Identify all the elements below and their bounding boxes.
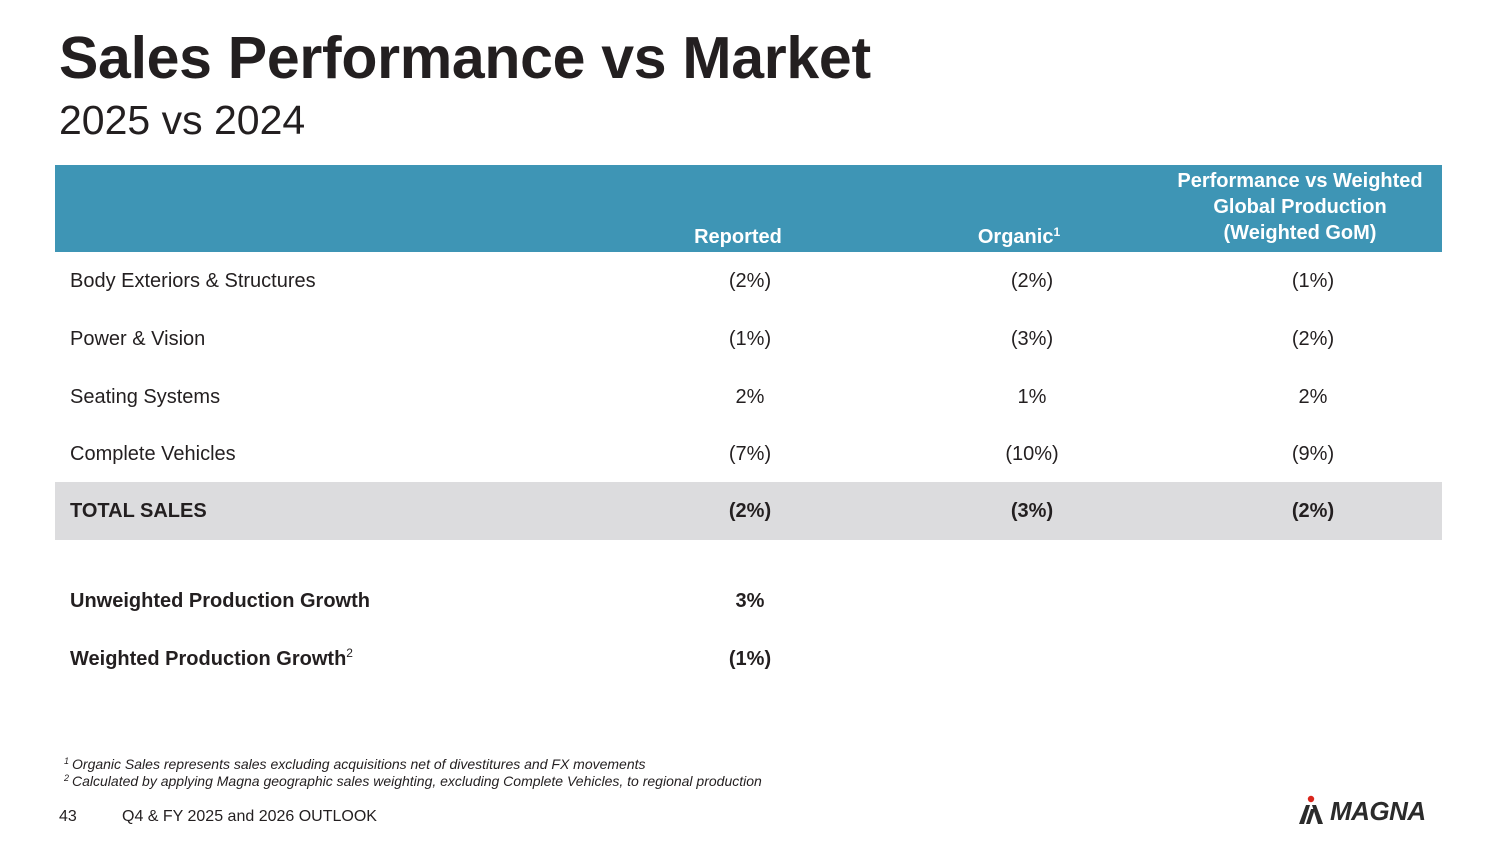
performance-value: 2%	[1298, 386, 1328, 408]
page-title: Sales Performance vs Market	[59, 25, 871, 91]
footnote-text: Calculated by applying Magna geographic …	[72, 773, 762, 789]
performance-value: (1%)	[1291, 270, 1335, 292]
reported-value: (1%)	[728, 328, 772, 350]
column-header-reported: Reported	[694, 226, 782, 248]
performance-value: (9%)	[1291, 443, 1335, 465]
total-reported-value: (2%)	[728, 500, 772, 522]
footnote-marker: 1	[64, 756, 70, 766]
table-row: Seating Systems 2% 1% 2%	[55, 386, 1442, 412]
reported-value: (2%)	[728, 270, 772, 292]
total-performance-value: (2%)	[1291, 500, 1335, 522]
row-label: Seating Systems	[70, 386, 221, 408]
page-number: 43	[59, 808, 77, 825]
footnote-marker: 2	[346, 646, 353, 660]
column-header-organic: Organic1	[939, 224, 1099, 250]
column-header-performance-line1: Performance vs Weighted	[1177, 170, 1423, 192]
production-row: Weighted Production Growth2 (1%)	[55, 646, 1442, 674]
page-subtitle: 2025 vs 2024	[59, 97, 306, 143]
production-label: Weighted Production Growth2	[70, 646, 353, 671]
column-header-organic-label: Organic	[977, 226, 1054, 248]
row-label: Complete Vehicles	[70, 443, 236, 465]
production-label-text: Unweighted Production Growth	[70, 590, 370, 612]
magna-logo: MAGNA	[1298, 795, 1443, 827]
footnote-marker: 2	[64, 773, 70, 783]
production-value: (1%)	[728, 648, 772, 670]
table-header: Reported Organic1 Performance vs Weighte…	[55, 165, 1442, 252]
production-label: Unweighted Production Growth	[70, 590, 370, 613]
table-row: Complete Vehicles (7%) (10%) (9%)	[55, 443, 1442, 469]
footnotes: 1 Organic Sales represents sales excludin…	[64, 756, 762, 790]
footnote-2: 2 Calculated by applying Magna geographic…	[64, 773, 762, 790]
table-row: Power & Vision (1%) (3%) (2%)	[55, 328, 1442, 354]
magna-logo-text: MAGNA	[1330, 796, 1426, 826]
production-row: Unweighted Production Growth 3%	[55, 590, 1442, 616]
footnote-1: 1 Organic Sales represents sales excludin…	[64, 756, 762, 773]
total-label: TOTAL SALES	[70, 500, 207, 522]
column-header-performance: Performance vs Weighted Global Productio…	[1150, 168, 1450, 246]
production-label-text: Weighted Production Growth	[70, 648, 347, 670]
organic-value: 1%	[1017, 386, 1047, 408]
presentation-title: Q4 & FY 2025 and 2026 OUTLOOK	[122, 808, 377, 825]
organic-value: (3%)	[1010, 328, 1054, 350]
column-header-performance-line2: Global Production	[1213, 196, 1387, 218]
magna-logo-icon	[1299, 795, 1323, 824]
total-organic-value: (3%)	[1010, 500, 1054, 522]
total-row: TOTAL SALES (2%) (3%) (2%)	[55, 482, 1442, 540]
reported-value: 2%	[735, 386, 765, 408]
footnote-marker: 1	[1053, 225, 1061, 239]
table-row: Body Exteriors & Structures (2%) (2%) (1…	[55, 270, 1442, 296]
performance-value: (2%)	[1291, 328, 1335, 350]
organic-value: (10%)	[1005, 443, 1059, 465]
production-value: 3%	[735, 590, 765, 612]
organic-value: (2%)	[1010, 270, 1054, 292]
column-header-performance-line3: (Weighted GoM)	[1223, 222, 1377, 244]
reported-value: (7%)	[728, 443, 772, 465]
row-label: Body Exteriors & Structures	[70, 270, 316, 292]
row-label: Power & Vision	[70, 328, 206, 350]
footnote-text: Organic Sales represents sales excluding…	[72, 756, 646, 772]
